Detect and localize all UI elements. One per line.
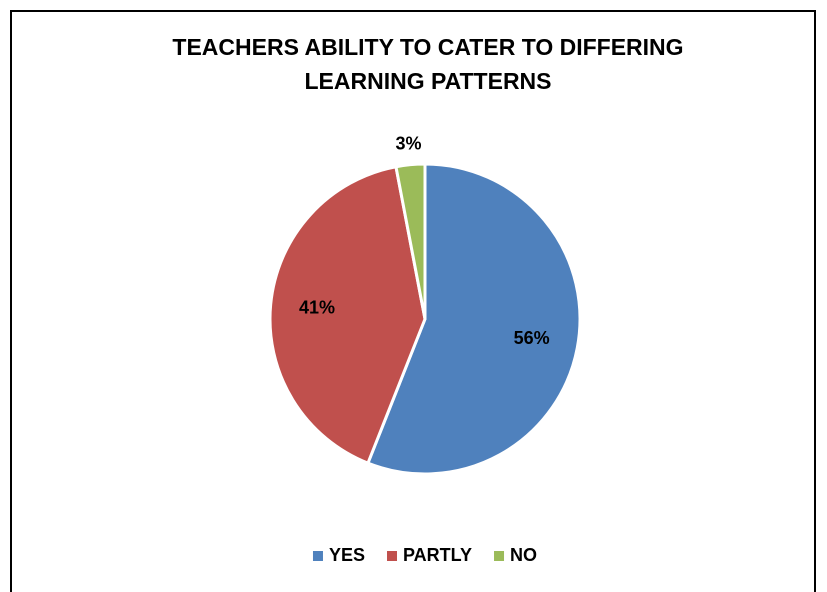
legend-label: YES (329, 545, 365, 565)
legend-swatch (387, 551, 398, 561)
data-label: 3% (396, 134, 422, 154)
pie-slice (268, 164, 427, 466)
pie-slice (394, 162, 427, 320)
pie-slice (365, 162, 582, 476)
legend-swatch (312, 551, 323, 561)
legend-label: NO (510, 545, 537, 565)
legend-swatch (494, 551, 505, 561)
chart-title: TEACHERS ABILITY TO CATER TO DIFFERING L… (172, 34, 684, 94)
data-label: 41% (299, 298, 335, 318)
data-label: 56% (514, 328, 550, 348)
legend-label: PARTLY (403, 545, 472, 565)
